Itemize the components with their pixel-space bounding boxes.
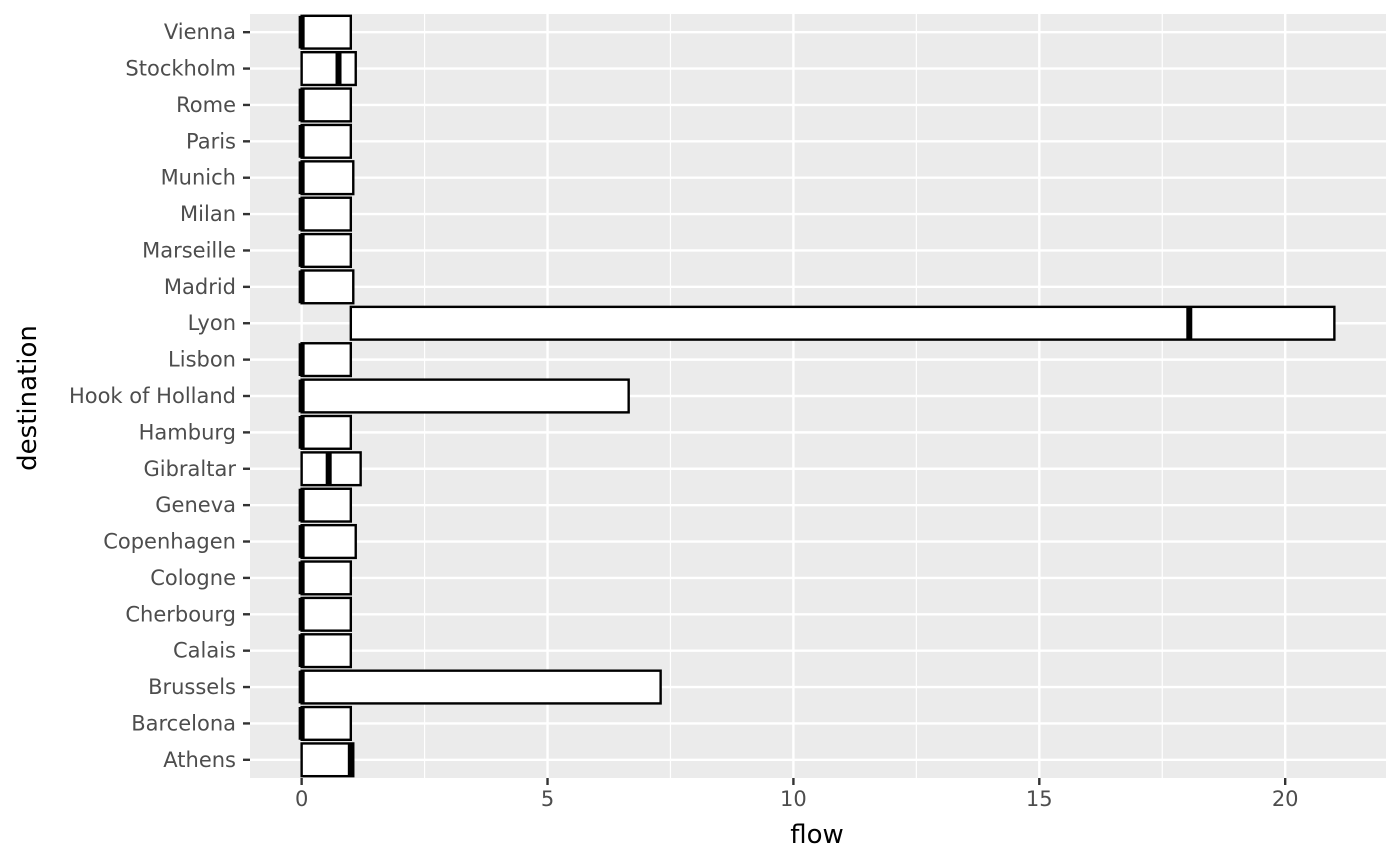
box-rect [300, 196, 353, 232]
box-lyon [349, 305, 1336, 341]
box-rect [300, 596, 353, 632]
box-copenhagen [298, 523, 357, 560]
x-axis: 0 5 10 15 20 [295, 778, 1299, 811]
box-rect [300, 232, 353, 269]
y-tick-label: Stockholm [125, 57, 236, 81]
y-tick-label: Gibraltar [143, 457, 236, 481]
y-tick-label: Athens [163, 748, 236, 772]
y-tick-label: Cherbourg [125, 602, 236, 626]
y-tick-label: Cologne [150, 566, 236, 590]
box-layer [298, 14, 1336, 778]
box-rect [300, 669, 662, 705]
x-tick-label: 10 [780, 787, 807, 811]
box-rect [300, 342, 353, 378]
box-stockholm [300, 51, 357, 87]
box-rect [300, 378, 630, 414]
box-geneva [298, 487, 353, 523]
box-rect [349, 305, 1336, 341]
box-marseille [298, 232, 353, 269]
box-rect [300, 742, 355, 778]
y-axis: Athens Barcelona Brussels Calais Cherbourg Co… [69, 20, 250, 772]
box-calais [298, 633, 353, 669]
y-tick-label: Paris [186, 129, 236, 153]
box-rect [300, 51, 357, 87]
box-rect [300, 14, 353, 50]
y-tick-label: Hamburg [139, 420, 236, 444]
box-rect [300, 705, 353, 741]
box-milan [298, 196, 353, 232]
box-rect [300, 414, 353, 450]
y-tick-label: Lyon [188, 311, 236, 335]
box-cologne [298, 560, 353, 596]
box-rect [300, 633, 353, 669]
box-madrid [298, 269, 355, 305]
y-tick-label: Vienna [164, 20, 236, 44]
y-tick-label: Barcelona [131, 711, 236, 735]
x-axis-title: flow [790, 820, 844, 850]
box-rect [300, 269, 355, 305]
x-tick-label: 15 [1026, 787, 1053, 811]
y-tick-label: Madrid [164, 275, 236, 299]
y-tick-label: Copenhagen [103, 530, 236, 554]
box-rect [300, 560, 353, 596]
x-tick-label: 0 [295, 787, 308, 811]
box-athens [300, 742, 355, 778]
box-brussels [298, 669, 662, 705]
box-rect [300, 160, 355, 196]
x-tick-label: 5 [541, 787, 554, 811]
box-hamburg [298, 414, 353, 450]
y-tick-label: Brussels [148, 675, 236, 699]
box-rome [298, 87, 353, 123]
y-tick-label: Hook of Holland [69, 384, 236, 408]
box-vienna [298, 14, 353, 50]
y-axis-title: destination [13, 325, 43, 471]
y-tick-label: Calais [173, 639, 236, 663]
box-cherbourg [298, 596, 353, 632]
box-barcelona [298, 705, 353, 741]
y-tick-label: Marseille [142, 238, 236, 262]
box-rect [300, 87, 353, 123]
x-tick-label: 20 [1272, 787, 1299, 811]
box-munich [298, 160, 355, 196]
y-tick-label: Lisbon [168, 348, 236, 372]
box-lisbon [298, 342, 353, 378]
y-tick-label: Geneva [155, 493, 236, 517]
box-paris [298, 123, 353, 159]
y-tick-label: Munich [161, 166, 236, 190]
box-rect [300, 487, 353, 523]
y-tick-label: Rome [176, 93, 236, 117]
box-rect [300, 123, 353, 159]
box-gibraltar [300, 451, 362, 487]
y-tick-label: Milan [180, 202, 236, 226]
box-rect [300, 523, 357, 560]
box-hook-of-holland [298, 378, 630, 414]
